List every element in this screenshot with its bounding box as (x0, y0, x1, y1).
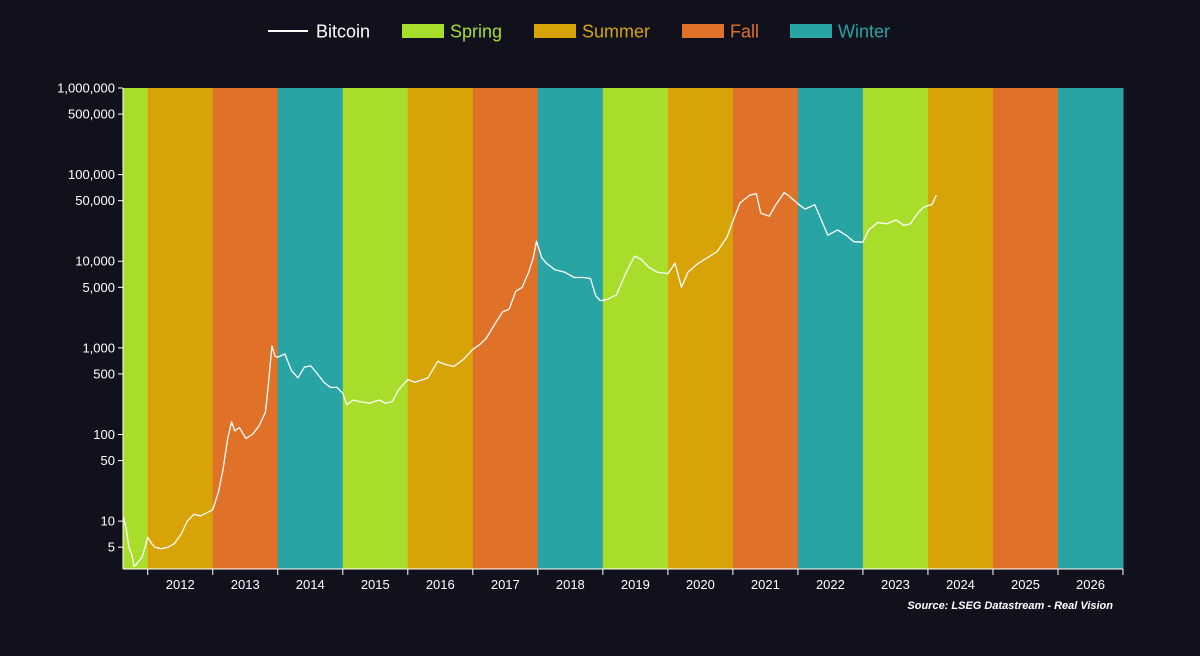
x-tick-label: 2015 (361, 577, 390, 592)
chart-legend: Bitcoin Spring Summer Fall Winter (268, 22, 890, 42)
season-band-spring (862, 88, 929, 569)
x-tick-label: 2017 (491, 577, 520, 592)
season-band-winter (797, 88, 864, 569)
x-tick-label: 2025 (1011, 577, 1040, 592)
x-tick-label: 2013 (231, 577, 260, 592)
y-tick-label: 5,000 (82, 280, 115, 295)
y-axis: 1,000,000 500,000 100,000 50,000 10,000 5,000… (57, 81, 124, 569)
season-band-summer (927, 88, 994, 569)
y-tick-label: 10,000 (75, 254, 115, 269)
season-band-spring (602, 88, 669, 569)
legend-label: Spring (450, 22, 502, 42)
y-tick-label: 500 (93, 366, 115, 381)
x-tick-label: 2023 (881, 577, 910, 592)
x-tick-label: 2012 (166, 577, 195, 592)
y-tick-label: 10 (101, 514, 115, 529)
y-tick-label: 50 (101, 453, 115, 468)
x-tick-label: 2022 (816, 577, 845, 592)
season-band-winter (537, 88, 604, 569)
x-tick-label: 2019 (621, 577, 650, 592)
season-band-fall (212, 88, 279, 569)
season-band-summer (147, 88, 214, 569)
x-tick-label: 2024 (946, 577, 975, 592)
x-tick-label: 2021 (751, 577, 780, 592)
legend-label: Bitcoin (316, 22, 370, 42)
bitcoin-line-layer (123, 191, 937, 568)
y-tick-label: 500,000 (68, 107, 115, 122)
legend-color-swatch (682, 24, 724, 38)
x-tick-label: 2014 (296, 577, 325, 592)
legend-item-fall: Fall (682, 22, 759, 42)
season-band-fall (732, 88, 799, 569)
y-tick-label: 100,000 (68, 167, 115, 182)
legend-color-swatch (402, 24, 444, 38)
season-band-fall (992, 88, 1059, 569)
legend-item-summer: Summer (534, 22, 650, 42)
season-band-spring (123, 88, 149, 569)
season-band-summer (667, 88, 734, 569)
legend-color-swatch (534, 24, 576, 38)
y-tick-label: 50,000 (75, 193, 115, 208)
season-band-summer (407, 88, 474, 569)
bitcoin-price-line (123, 191, 937, 568)
season-band-fall (472, 88, 539, 569)
x-tick-label: 2018 (556, 577, 585, 592)
y-tick-label: 1,000,000 (57, 81, 115, 96)
season-band-spring (342, 88, 409, 569)
y-tick-label: 5 (108, 540, 115, 555)
legend-item-winter: Winter (790, 22, 890, 42)
x-tick-label: 2016 (426, 577, 455, 592)
y-tick-label: 1,000 (82, 340, 115, 355)
x-tick-label: 2026 (1076, 577, 1105, 592)
source-note: Source: LSEG Datastream - Real Vision (907, 600, 1113, 612)
season-band-winter (1057, 88, 1124, 569)
y-tick-label: 100 (93, 427, 115, 442)
legend-color-swatch (790, 24, 832, 38)
legend-item-spring: Spring (402, 22, 502, 42)
season-bands (123, 88, 1124, 569)
legend-label: Fall (730, 22, 759, 42)
legend-label: Winter (838, 22, 890, 42)
legend-label: Summer (582, 22, 650, 42)
legend-item-bitcoin: Bitcoin (268, 22, 370, 42)
season-band-winter (277, 88, 344, 569)
x-tick-label: 2020 (686, 577, 715, 592)
x-axis: 2012 2013 2014 2015 2016 2017 2018 2019 2020 2021… (123, 568, 1124, 592)
